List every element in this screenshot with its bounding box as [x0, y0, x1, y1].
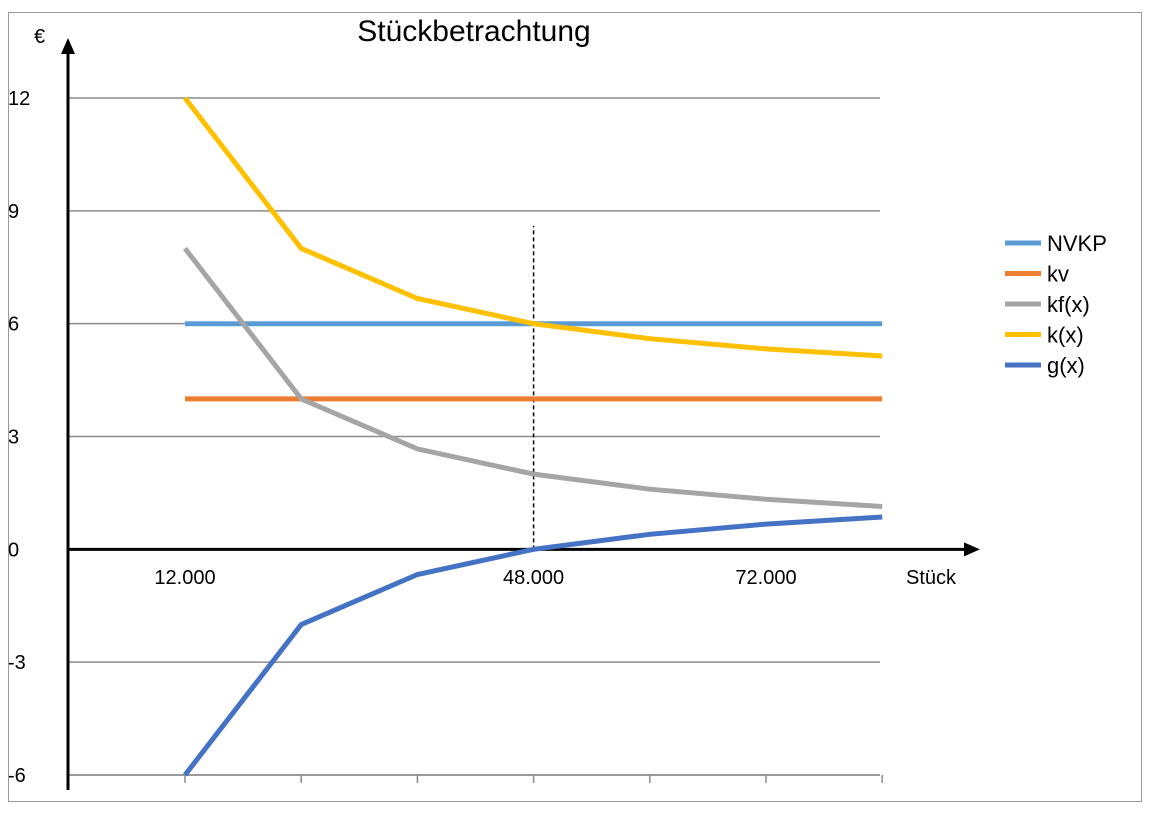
x-tick-label: 72.000 — [735, 567, 796, 589]
y-axis-arrowhead — [61, 38, 75, 54]
series-line-g-x — [183, 514, 883, 777]
y-tick-label: 9 — [8, 201, 19, 223]
legend: NVKP kv kf(x) k(x) g(x) — [1005, 231, 1107, 378]
legend-label: g(x) — [1047, 353, 1085, 378]
y-tick-label: -6 — [8, 765, 26, 787]
series-lines — [183, 96, 883, 777]
legend-label: NVKP — [1047, 231, 1107, 256]
series-line-kf-x — [183, 246, 883, 509]
y-axis-label: € — [34, 26, 45, 48]
x-axis-arrowhead — [964, 542, 980, 557]
axes — [61, 38, 980, 790]
grid-lines — [68, 97, 880, 776]
x-axis-label: Stück — [906, 567, 957, 589]
chart-title: Stückbetrachtung — [357, 15, 590, 48]
legend-label: kf(x) — [1047, 292, 1090, 317]
series-line-k-x — [183, 96, 883, 359]
legend-label: k(x) — [1047, 323, 1084, 348]
y-tick-label: 3 — [8, 427, 19, 449]
y-tick-label: 6 — [8, 314, 19, 336]
x-tick-label: 12.000 — [154, 567, 215, 589]
legend-label: kv — [1047, 262, 1069, 287]
y-tick-label: 0 — [8, 539, 19, 561]
y-tick-label: -3 — [8, 652, 26, 674]
x-tick-label: 48.000 — [503, 567, 564, 589]
chart-frame — [8, 12, 1142, 802]
tick-labels: -6 -3 0 3 6 9 12 12.000 48.000 72.000 — [8, 88, 797, 787]
y-tick-label: 12 — [8, 88, 30, 110]
